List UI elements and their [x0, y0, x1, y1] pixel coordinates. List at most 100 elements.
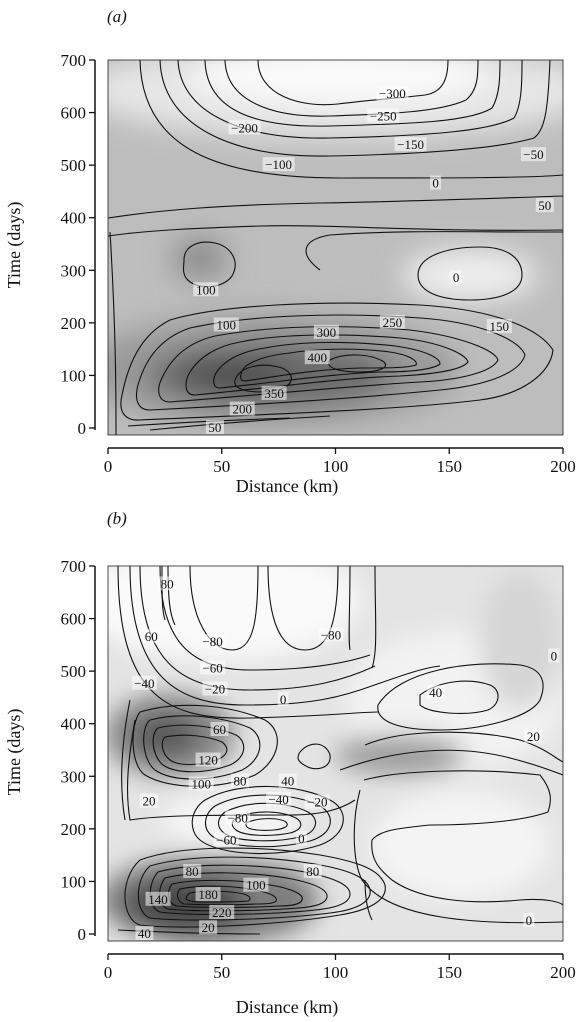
contour-label: 40 [429, 685, 442, 700]
contour-label: 120 [198, 753, 218, 768]
contour-label: 20 [202, 920, 215, 935]
contour-label-bg [205, 420, 224, 434]
x-tick-label: 50 [213, 457, 230, 476]
y-tick-label: 500 [61, 156, 87, 175]
contour-label: −20 [307, 795, 327, 810]
contour-label: 100 [217, 317, 237, 332]
contour-label-bg [430, 175, 442, 190]
panel-b-plot-area [107, 565, 564, 942]
contour-label-bg [318, 627, 344, 642]
contour-label: 80 [233, 774, 246, 789]
panel-a-y-ticks: 0 100 200 300 400 500 600 700 [61, 51, 95, 438]
contour-line [371, 566, 377, 669]
contour-line [121, 699, 131, 821]
contour-label: 80 [186, 864, 199, 879]
contour-label: −40 [268, 792, 288, 807]
contour-line [159, 566, 371, 671]
panel-a-plot-area [107, 59, 564, 436]
contour-label-bg [228, 120, 261, 135]
panel-b-y-ticks: 0 100 200 300 400 500 600 700 [61, 557, 95, 944]
contour-label-bg [520, 147, 546, 162]
contour-label: 60 [213, 722, 226, 737]
contour-line [185, 890, 251, 903]
contour-label-bg [304, 794, 330, 809]
contour-label-bg [135, 926, 154, 940]
y-tick-label: 700 [61, 51, 87, 70]
x-tick-label: 0 [104, 963, 113, 982]
panel-a-contours [108, 60, 563, 435]
contour-label-bg [243, 877, 269, 892]
contour-label-bg [486, 319, 512, 334]
contour-label: 50 [208, 420, 221, 435]
contour-line [240, 348, 417, 382]
x-tick-label: 150 [437, 963, 463, 982]
y-tick-label: 200 [61, 314, 87, 333]
contour-label-bg [303, 863, 322, 878]
contour-line [417, 246, 523, 301]
contour-label: −100 [265, 157, 292, 172]
contour-line [364, 731, 563, 763]
y-tick-label: 0 [78, 925, 87, 944]
contour-line [137, 856, 371, 921]
contour-label-bg [142, 628, 161, 643]
contour-label: 20 [527, 729, 540, 744]
contour-label: 100 [196, 282, 216, 297]
contour-label: −250 [370, 108, 397, 123]
contour-label: 180 [198, 887, 218, 902]
panel-b-contour-labels: 80 60 −80 −80 0 −60 −40 −20 0 40 60 20 120 100 80 40 20 −… [131, 576, 560, 941]
panel-a: (a) [4, 7, 576, 497]
contour-label-bg [131, 675, 157, 690]
y-tick-label: 600 [61, 610, 87, 629]
panel-b-x-ticks: 0 50 100 150 200 [104, 954, 576, 982]
contour-label: 50 [538, 198, 551, 213]
contour-line [135, 314, 526, 411]
contour-line [108, 195, 563, 219]
contour-line [139, 60, 563, 179]
contour-label-bg [450, 270, 462, 285]
contour-line [108, 225, 563, 237]
contour-line [158, 326, 499, 403]
contour-label: 0 [298, 831, 305, 846]
contour-line [231, 811, 302, 836]
contour-line [339, 749, 563, 776]
contour-label-bg [548, 648, 560, 663]
contour-line [363, 770, 563, 906]
contour-line [127, 417, 291, 427]
contour-label-bg [278, 773, 297, 788]
panel-a-contour-labels: −300 −250 −200 −150 −100 −50 0 50 100 0 100 300 250 1… [193, 86, 554, 435]
contour-label: −40 [134, 676, 154, 691]
y-tick-label: 100 [61, 366, 87, 385]
contour-line [177, 60, 523, 139]
contour-label: 220 [212, 905, 232, 920]
contour-label: 100 [192, 777, 212, 792]
panel-b-x-axis-title: Distance (km) [236, 997, 338, 1018]
contour-label: −200 [231, 120, 258, 135]
contour-line [267, 566, 339, 651]
contour-label-bg [535, 198, 554, 213]
y-tick-label: 300 [61, 767, 87, 786]
y-tick-label: 700 [61, 557, 87, 576]
x-tick-label: 100 [323, 457, 349, 476]
contour-line [185, 334, 469, 396]
contour-line [305, 231, 563, 271]
y-tick-label: 300 [61, 261, 87, 280]
x-tick-label: 50 [213, 963, 230, 982]
contour-label: 80 [306, 864, 319, 879]
contour-label-bg [229, 401, 255, 416]
contour-label: 140 [148, 892, 168, 907]
contour-line [124, 847, 386, 928]
y-tick-label: 400 [61, 715, 87, 734]
contour-label: 0 [280, 692, 287, 707]
contour-label-bg [213, 317, 239, 332]
contour-label-bg [188, 776, 214, 791]
panel-a-label: (a) [107, 7, 127, 26]
contour-label: 0 [551, 648, 558, 663]
contour-label-bg [200, 660, 226, 675]
contour-label-bg [266, 791, 292, 806]
contour-line [364, 879, 373, 921]
contour-label-bg [199, 920, 218, 935]
contour-label-bg [367, 108, 400, 123]
contour-line [161, 566, 166, 621]
contour-label: −300 [379, 86, 406, 101]
contour-label-bg [523, 912, 535, 927]
